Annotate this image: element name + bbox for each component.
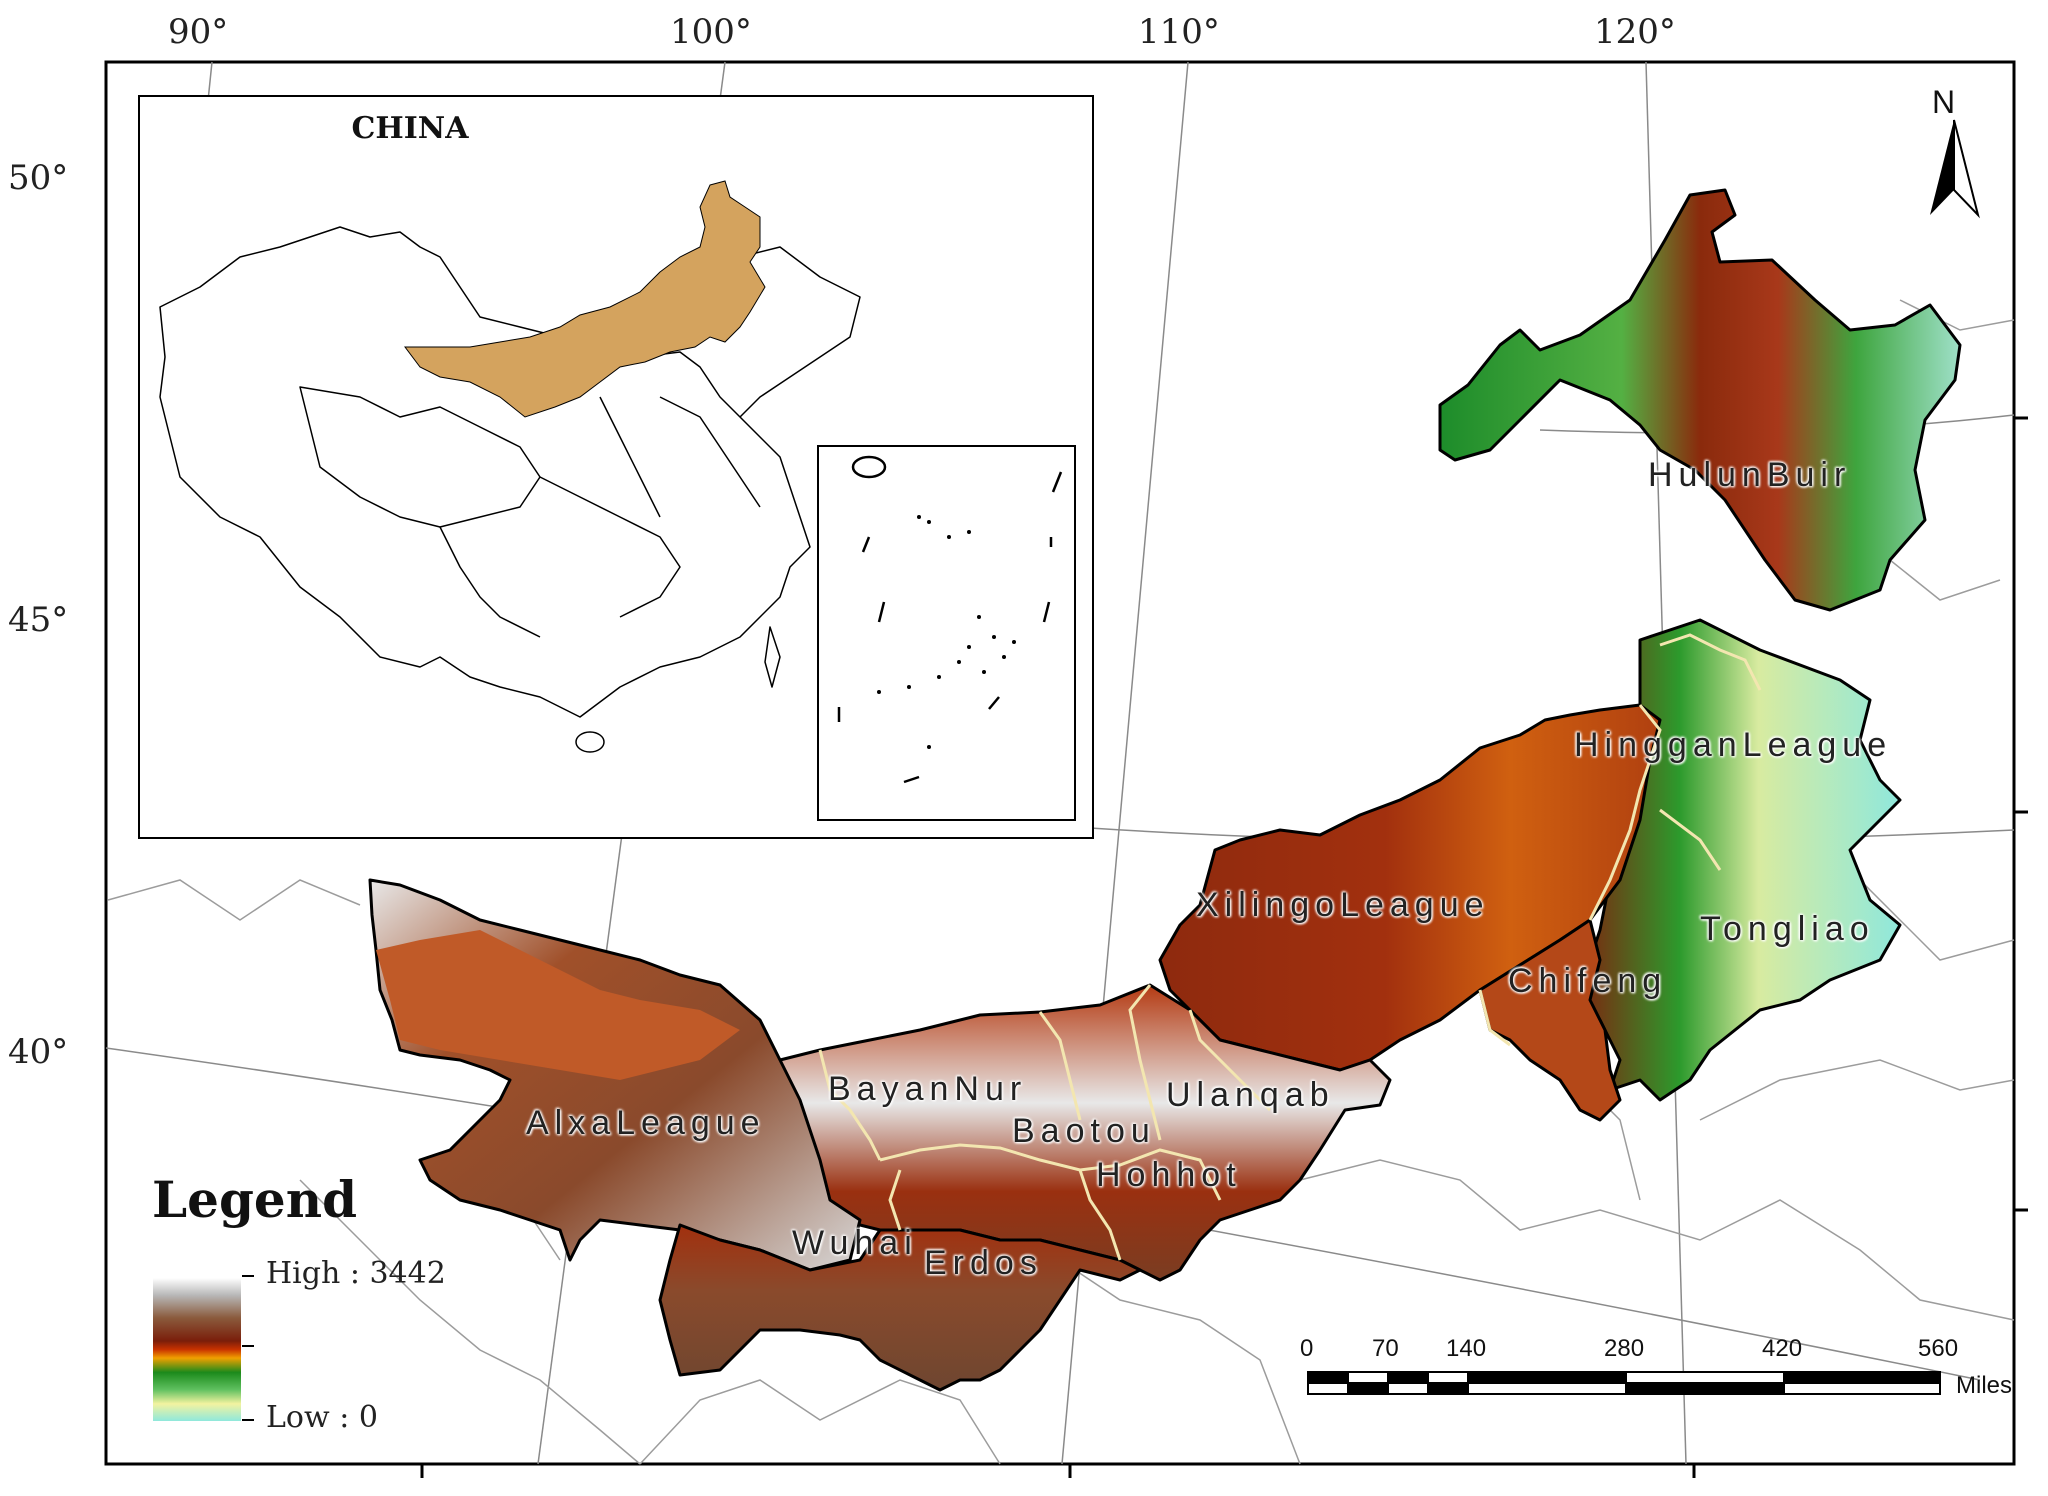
lon-label-110: 110° <box>1138 12 1220 52</box>
region-label-wuhai: Wuhai <box>792 1224 918 1262</box>
region-label-baotou: Baotou <box>1012 1112 1156 1150</box>
region-label-erdos: Erdos <box>924 1244 1043 1282</box>
region-shape-east <box>1438 188 1962 612</box>
south-china-sea-islands <box>837 455 1063 784</box>
scale-tick-140: 140 <box>1446 1335 1487 1362</box>
region-shape-alxa-north <box>376 930 740 1080</box>
region-label-tongliao: Tongliao <box>1700 910 1875 948</box>
scale-unit: Miles <box>1956 1372 2013 1399</box>
lon-label-120: 120° <box>1594 12 1676 52</box>
lon-label-90: 90° <box>168 12 229 52</box>
region-label-xilingoleague: XilingoLeague <box>1196 886 1490 924</box>
region-shape-chifeng <box>1478 918 1622 1122</box>
scale-tick-0: 0 <box>1300 1335 1314 1362</box>
lat-label-45: 45° <box>8 600 69 640</box>
inset-title: CHINA <box>351 111 469 146</box>
lat-label-50: 50° <box>8 158 69 198</box>
scale-tick-70: 70 <box>1372 1335 1399 1362</box>
frame-ticks <box>420 416 2028 1478</box>
legend-low-label: Low : 0 <box>266 1400 378 1435</box>
lon-label-100: 100° <box>670 12 752 52</box>
lat-label-40: 40° <box>8 1032 69 1072</box>
region-label-chifeng: Chifeng <box>1508 962 1668 1000</box>
region-label-alxaleague: AlxaLeague <box>526 1104 766 1142</box>
legend-high-label: High : 3442 <box>266 1256 446 1291</box>
scale-tick-280: 280 <box>1604 1335 1645 1362</box>
region-label-bayannur: BayanNur <box>828 1070 1028 1108</box>
inner-mongolia-highlight <box>404 180 766 418</box>
scale-tick-560: 560 <box>1918 1335 1959 1362</box>
league-boundaries <box>818 633 1762 1261</box>
region-label-hohhot: Hohhot <box>1096 1156 1242 1194</box>
china-outline <box>159 180 861 753</box>
scale-bar-graphic <box>1307 1371 1941 1395</box>
region-label-hingganleague: HingganLeague <box>1574 726 1893 764</box>
china-inset-map: CHINA <box>138 95 1094 839</box>
legend-color-ramp <box>153 1278 241 1421</box>
inner-mongolia-dem <box>368 188 1962 1392</box>
south-china-sea-inset <box>817 445 1076 821</box>
legend-ticks <box>242 1275 254 1421</box>
legend-title: Legend <box>152 1170 358 1229</box>
north-arrow-icon <box>1930 119 1980 219</box>
scale-tick-420: 420 <box>1762 1335 1803 1362</box>
region-label-hulunbuir: HulunBuir <box>1648 456 1852 494</box>
region-label-ulanqab: Ulanqab <box>1166 1076 1335 1114</box>
north-label: N <box>1932 84 1956 120</box>
